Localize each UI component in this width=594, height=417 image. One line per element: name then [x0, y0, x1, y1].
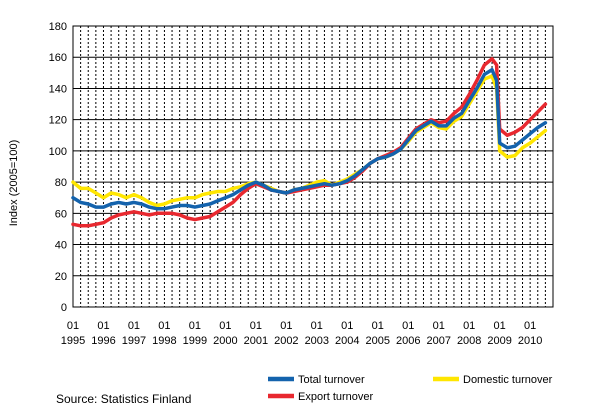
- y-tick-label: 60: [55, 208, 67, 220]
- y-tick-label: 160: [49, 52, 67, 64]
- y-tick-label: 40: [55, 240, 67, 252]
- x-tick-year: 1996: [91, 335, 115, 347]
- x-tick-year: 2010: [518, 335, 542, 347]
- x-tick-period: 01: [524, 320, 536, 332]
- plot-area-frame: [72, 25, 554, 308]
- x-tick-period: 01: [250, 320, 262, 332]
- y-tick-label: 20: [55, 271, 67, 283]
- x-tick-period: 01: [189, 320, 201, 332]
- x-tick-year: 1999: [183, 335, 207, 347]
- y-tick-labels: 0 20 40 60 80 100 120 140 160 180: [49, 21, 67, 314]
- y-tick-label: 120: [49, 115, 67, 127]
- x-tick-year: 2003: [305, 335, 329, 347]
- legend: Total turnover Domestic turnover Export tu…: [268, 374, 553, 403]
- series-layer: [71, 57, 548, 228]
- x-tick-year: 2001: [244, 335, 268, 347]
- x-tick-labels: 01 1995 01 1996 01 1997 01 1998 01 1999 01 2000 01 20…: [61, 320, 543, 347]
- x-tick-year: 1995: [61, 335, 85, 347]
- x-tick-period: 01: [67, 320, 79, 332]
- x-tick-period: 01: [402, 320, 414, 332]
- x-tick-year: 2006: [396, 335, 420, 347]
- legend-label-domestic-turnover: Domestic turnover: [463, 374, 553, 386]
- y-tick-label: 80: [55, 177, 67, 189]
- series-line-total-turnover: [71, 67, 548, 211]
- legend-label-total-turnover: Total turnover: [298, 374, 365, 386]
- vertical-gridlines: [80, 26, 546, 307]
- x-tick-year: 2004: [335, 335, 359, 347]
- horizontal-gridlines: [73, 56, 553, 277]
- y-tick-label: 140: [49, 83, 67, 95]
- x-tick-period: 01: [219, 320, 231, 332]
- x-tick-period: 01: [128, 320, 140, 332]
- x-tick-year: 2005: [366, 335, 390, 347]
- x-tick-period: 01: [97, 320, 109, 332]
- y-tick-label: 100: [49, 146, 67, 158]
- x-tick-period: 01: [372, 320, 384, 332]
- y-tick-label: 0: [61, 302, 67, 314]
- x-tick-period: 01: [311, 320, 323, 332]
- x-tick-period: 01: [280, 320, 292, 332]
- legend-label-export-turnover: Export turnover: [298, 391, 374, 403]
- source-note: Source: Statistics Finland: [56, 392, 191, 406]
- x-tick-year: 1998: [152, 335, 176, 347]
- x-tick-year: 2000: [213, 335, 237, 347]
- x-tick-year: 2002: [274, 335, 298, 347]
- x-tick-period: 01: [341, 320, 353, 332]
- x-tick-period: 01: [158, 320, 170, 332]
- y-tick-label: 180: [49, 21, 67, 33]
- x-tick-year: 2009: [487, 335, 511, 347]
- x-tick-period: 01: [433, 320, 445, 332]
- x-tick-period: 01: [463, 320, 475, 332]
- x-tick-year: 1997: [122, 335, 146, 347]
- x-tick-year: 2008: [457, 335, 481, 347]
- x-tick-period: 01: [494, 320, 506, 332]
- x-tick-year: 2007: [426, 335, 450, 347]
- y-axis-label: Index (2005=100): [8, 140, 20, 227]
